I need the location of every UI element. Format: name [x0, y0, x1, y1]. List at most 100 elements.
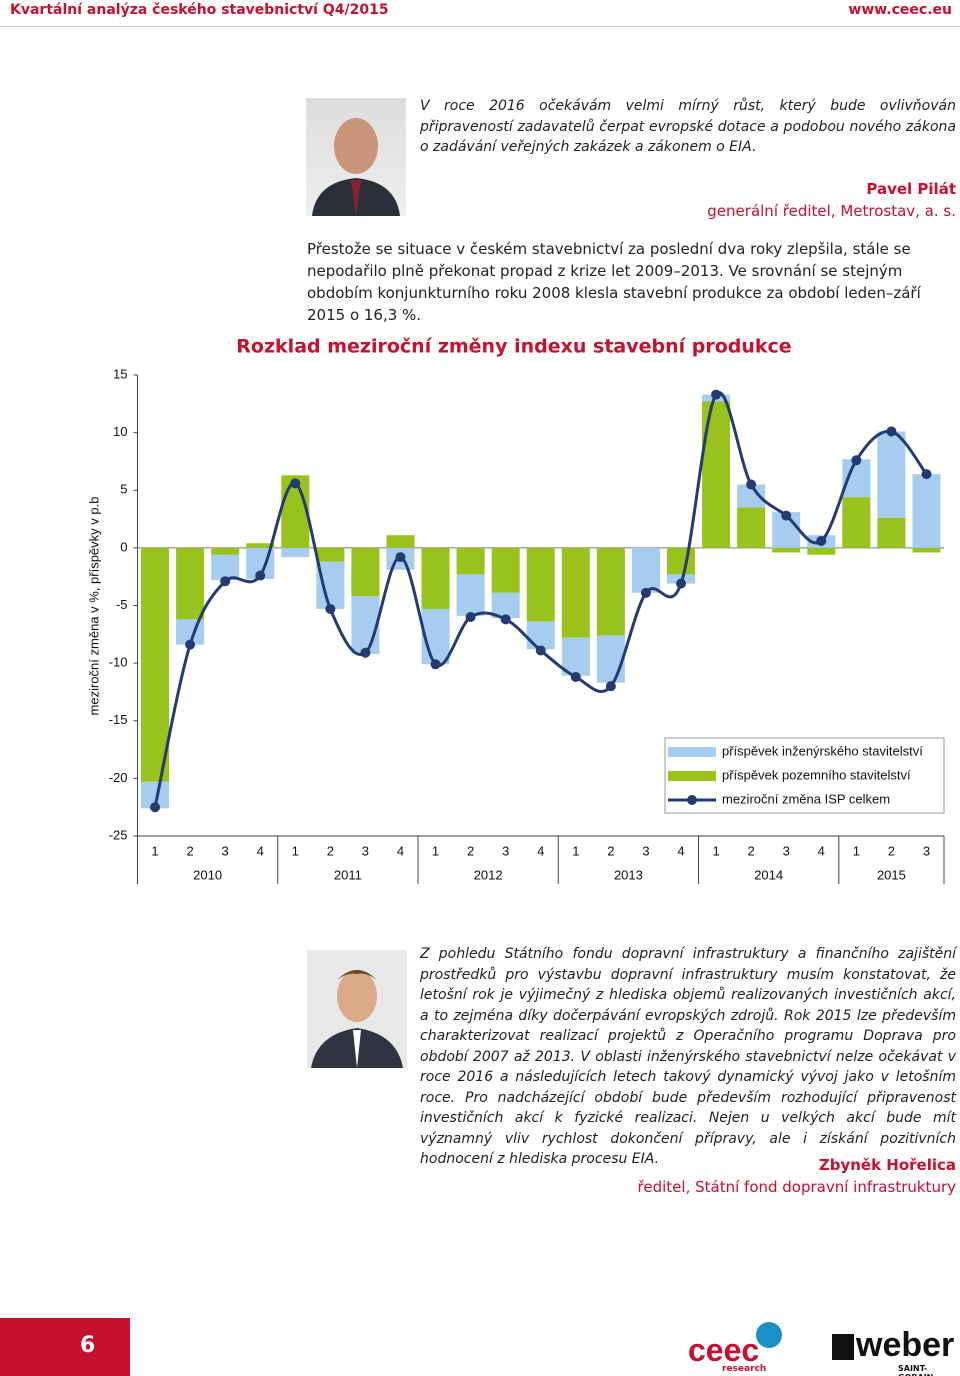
bar: [176, 547, 205, 620]
line-point: [851, 455, 862, 466]
bar: [386, 535, 415, 548]
x-tick-label: 1: [712, 843, 719, 858]
x-tick-label: 3: [222, 843, 229, 858]
bar: [877, 517, 906, 548]
bar: [456, 574, 485, 616]
bar: [246, 543, 275, 548]
x-tick-label: 2: [607, 843, 614, 858]
quote-role: ředitel, Státní fond dopravní infrastruk…: [637, 1178, 956, 1196]
bar: [211, 547, 240, 555]
x-tick-label: 2: [888, 843, 895, 858]
x-tick-label: 2: [327, 843, 334, 858]
bar: [141, 547, 170, 782]
line-point: [465, 612, 476, 623]
x-tick-label: 1: [853, 843, 860, 858]
y-axis-label: meziroční změna v %, příspěvky v p.b: [86, 497, 101, 716]
line-point: [150, 802, 161, 813]
quote-role: generální ředitel, Metrostav, a. s.: [707, 202, 956, 220]
y-tick-label: -25: [109, 827, 128, 842]
quote-name: Zbyněk Hořelica: [818, 1156, 956, 1174]
header-url[interactable]: www.ceec.eu: [848, 2, 952, 18]
photo: [306, 98, 406, 216]
line-point: [676, 578, 687, 589]
line-point: [255, 570, 266, 581]
logo: weber: [856, 1326, 955, 1364]
y-tick-label: 5: [120, 482, 127, 497]
chart-title: Rozklad meziroční změny indexu stavební …: [236, 336, 791, 358]
legend-label: meziroční změna ISP celkem: [722, 791, 890, 806]
y-tick-label: 0: [120, 539, 127, 554]
bar: [596, 635, 625, 683]
x-tick-label: 4: [677, 843, 684, 858]
legend-label: příspěvek inženýrského stavitelství: [722, 743, 923, 758]
logo-sub: SAINT-GOBAIN: [898, 1364, 933, 1376]
bar: [912, 547, 941, 553]
bar: [281, 547, 310, 558]
line-point: [570, 671, 581, 682]
x-tick-label: 3: [642, 843, 649, 858]
x-tick-label: 3: [362, 843, 369, 858]
legend-swatch: [668, 747, 716, 757]
bar: [596, 547, 625, 636]
bar: [807, 547, 836, 555]
line-point: [500, 614, 511, 625]
bar: [211, 554, 240, 581]
line-point: [535, 645, 546, 656]
x-tick-label: 3: [923, 843, 930, 858]
chart: Rozklad meziroční změny indexu stavební …: [86, 336, 945, 884]
y-tick-label: -15: [109, 712, 128, 727]
y-tick-label: -5: [116, 597, 128, 612]
bar: [526, 621, 555, 650]
x-group-label: 2013: [614, 867, 643, 882]
bar: [491, 547, 520, 593]
line-point: [325, 603, 336, 614]
x-tick-label: 4: [257, 843, 264, 858]
y-tick-label: 15: [113, 366, 127, 381]
photo: [307, 950, 407, 1068]
line-point: [781, 510, 792, 521]
x-group-label: 2011: [334, 867, 362, 882]
bar: [351, 596, 380, 654]
x-tick-label: 1: [292, 843, 299, 858]
bar: [526, 547, 555, 622]
x-tick-label: 1: [572, 843, 579, 858]
page-box: [0, 1318, 130, 1376]
bar: [631, 547, 660, 593]
bar: [912, 474, 941, 548]
logo: ceec: [688, 1332, 760, 1368]
quote-name: Pavel Pilát: [866, 180, 956, 198]
x-tick-label: 1: [432, 843, 439, 858]
bar: [842, 497, 871, 548]
line-point: [605, 681, 616, 692]
bar: [737, 484, 766, 508]
line-point: [711, 389, 722, 400]
y-tick-label: -10: [109, 655, 128, 670]
header-rule: [0, 26, 960, 27]
x-tick-label: 2: [186, 843, 193, 858]
bar: [702, 401, 731, 548]
line-point: [220, 576, 231, 587]
x-tick-label: 4: [537, 843, 544, 858]
line-point: [430, 659, 441, 670]
line-point: [395, 552, 406, 563]
bar: [561, 547, 590, 638]
x-tick-label: 3: [502, 843, 509, 858]
bar: [877, 431, 906, 518]
x-tick-label: 4: [397, 843, 404, 858]
x-tick-label: 2: [467, 843, 474, 858]
logo-mark: [756, 1322, 782, 1348]
x-tick-label: 2: [748, 843, 755, 858]
line-point: [886, 426, 897, 437]
line-point: [816, 535, 827, 546]
x-tick-label: 4: [818, 843, 825, 858]
bar: [421, 547, 450, 609]
x-tick-label: 3: [783, 843, 790, 858]
logo-mark: [832, 1334, 854, 1360]
bar: [456, 547, 485, 575]
header-title: Kvartální analýza českého stavebnictví Q…: [10, 2, 389, 18]
x-tick-label: 1: [151, 843, 158, 858]
line-point: [921, 469, 932, 480]
paragraph: Přestože se situace v českém stavebnictv…: [307, 240, 921, 324]
legend-label: příspěvek pozemního stavitelství: [722, 767, 911, 782]
